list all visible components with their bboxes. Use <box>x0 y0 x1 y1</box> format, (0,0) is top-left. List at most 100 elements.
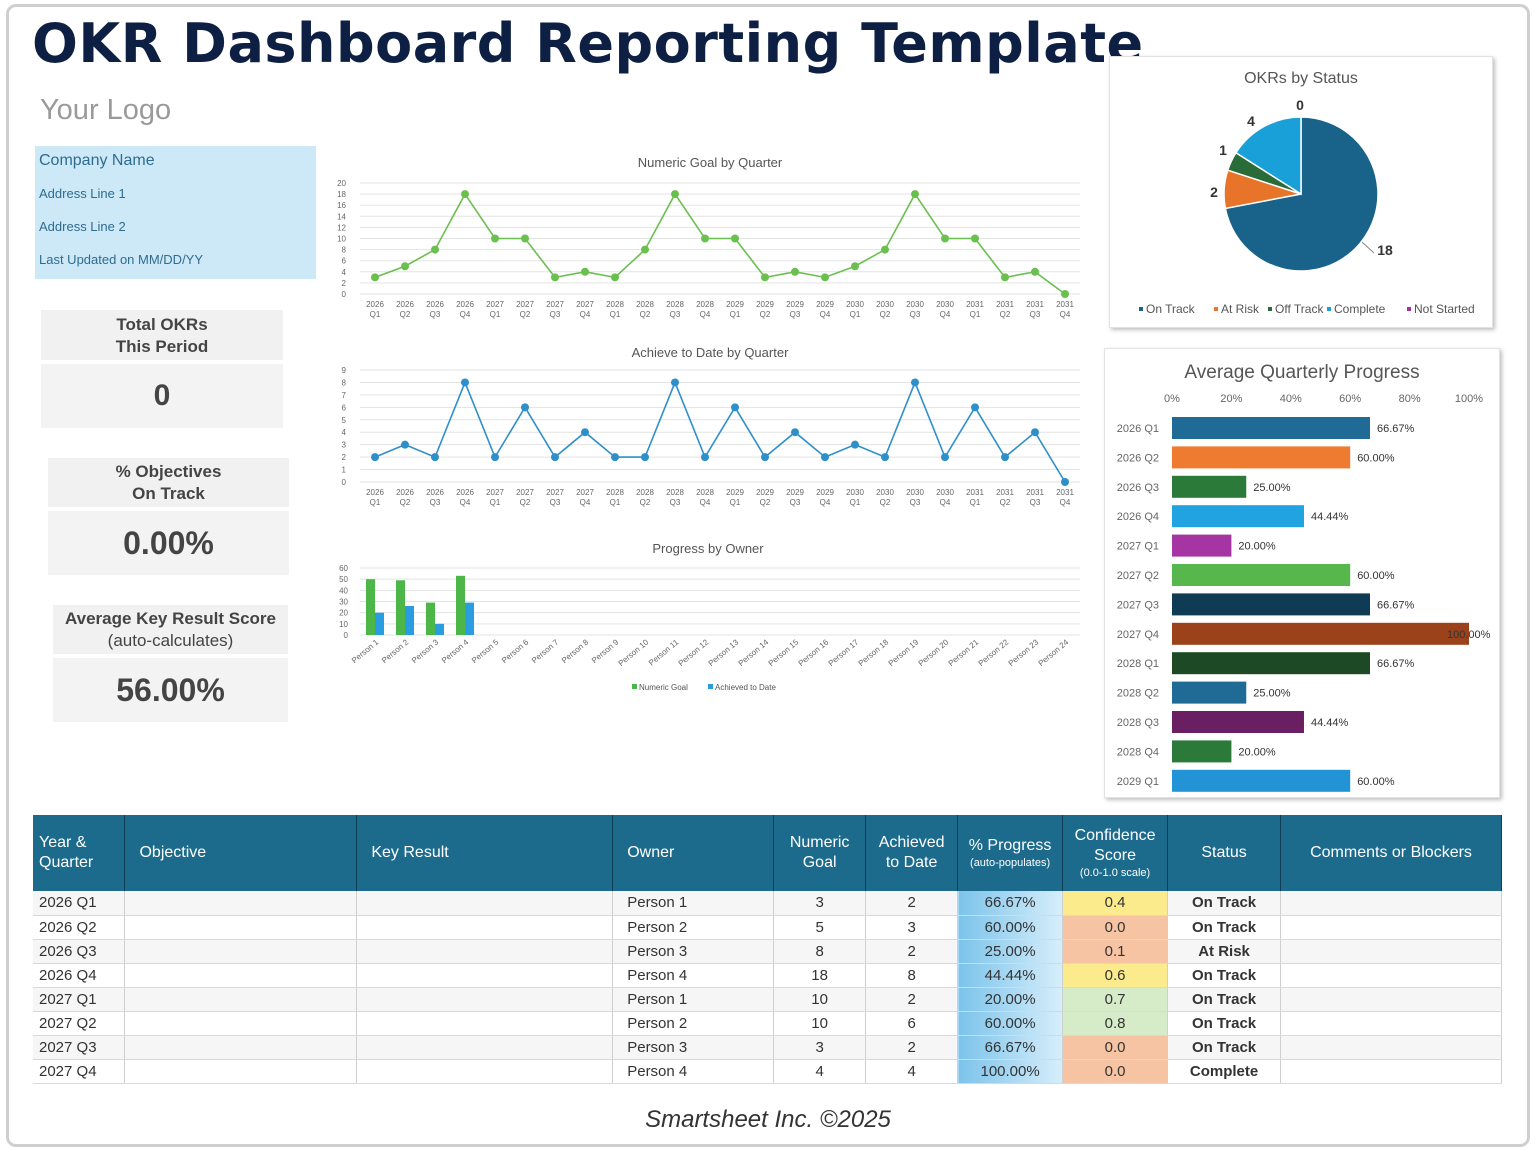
legend-swatch <box>632 684 637 689</box>
cell-progress[interactable]: 20.00% <box>957 987 1064 1012</box>
cell-progress[interactable]: 44.44% <box>957 963 1064 988</box>
data-point <box>911 378 919 387</box>
cell-confidence[interactable]: 0.0 <box>1062 1035 1169 1060</box>
cell-progress[interactable]: 66.67% <box>957 1035 1064 1060</box>
cell-confidence[interactable]: 0.0 <box>1062 1059 1169 1084</box>
cell-objective[interactable] <box>124 987 358 1012</box>
cell-status[interactable]: Complete <box>1167 1059 1282 1084</box>
cell-achieved[interactable]: 6 <box>865 1011 959 1036</box>
cell-progress[interactable]: 25.00% <box>957 939 1064 964</box>
company-name[interactable]: Company Name <box>39 152 155 169</box>
x-tick-quarter: Q4 <box>820 498 831 507</box>
cell-numeric-goal[interactable]: 4 <box>773 1059 867 1084</box>
cell-progress[interactable]: 100.00% <box>957 1059 1064 1084</box>
cell-confidence[interactable]: 0.1 <box>1062 939 1169 964</box>
cell-status[interactable]: At Risk <box>1167 939 1282 964</box>
cell-objective[interactable] <box>124 915 358 940</box>
cell-confidence[interactable]: 0.0 <box>1062 915 1169 940</box>
cell-status[interactable]: On Track <box>1167 915 1282 940</box>
cell-status[interactable]: On Track <box>1167 987 1282 1012</box>
cell-achieved[interactable]: 3 <box>865 915 959 940</box>
cell-objective[interactable] <box>124 1035 358 1060</box>
cell-owner[interactable]: Person 1 <box>612 891 775 916</box>
cell-owner[interactable]: Person 4 <box>612 1059 775 1084</box>
x-tick-year: 2030 <box>936 300 954 309</box>
cell-key-result[interactable] <box>356 1059 614 1084</box>
cell-comments[interactable] <box>1280 963 1502 988</box>
cell-numeric-goal[interactable]: 10 <box>773 1011 867 1036</box>
cell-achieved[interactable]: 8 <box>865 963 959 988</box>
x-tick-year: 2030 <box>876 300 894 309</box>
cell-progress[interactable]: 60.00% <box>957 1011 1064 1036</box>
cell-progress[interactable]: 60.00% <box>957 915 1064 940</box>
cell-achieved[interactable]: 2 <box>865 891 959 916</box>
cell-status[interactable]: On Track <box>1167 891 1282 916</box>
cell-owner[interactable]: Person 4 <box>612 963 775 988</box>
cell-owner[interactable]: Person 2 <box>612 915 775 940</box>
cell-objective[interactable] <box>124 1011 358 1036</box>
address-line-1[interactable]: Address Line 1 <box>39 186 126 201</box>
address-line-2[interactable]: Address Line 2 <box>39 219 126 234</box>
cell-key-result[interactable] <box>356 963 614 988</box>
cell-confidence[interactable]: 0.7 <box>1062 987 1169 1012</box>
x-tick-quarter: Q3 <box>1030 498 1041 507</box>
cell-status[interactable]: On Track <box>1167 1035 1282 1060</box>
cell-numeric-goal[interactable]: 5 <box>773 915 867 940</box>
cell-comments[interactable] <box>1280 987 1502 1012</box>
cell-year-quarter[interactable]: 2027 Q3 <box>33 1035 126 1060</box>
th-progress-sub: (auto-populates) <box>970 857 1051 869</box>
cell-year-quarter[interactable]: 2026 Q4 <box>33 963 126 988</box>
x-tick-quarter: Q2 <box>880 310 891 319</box>
x-tick-year: 2026 <box>396 300 414 309</box>
cell-owner[interactable]: Person 3 <box>612 1035 775 1060</box>
cell-owner[interactable]: Person 1 <box>612 987 775 1012</box>
cell-year-quarter[interactable]: 2027 Q4 <box>33 1059 126 1084</box>
cell-confidence[interactable]: 0.4 <box>1062 891 1169 916</box>
cell-year-quarter[interactable]: 2027 Q2 <box>33 1011 126 1036</box>
cell-comments[interactable] <box>1280 1011 1502 1036</box>
cell-comments[interactable] <box>1280 1059 1502 1084</box>
cell-year-quarter[interactable]: 2026 Q3 <box>33 939 126 964</box>
cell-comments[interactable] <box>1280 915 1502 940</box>
cell-numeric-goal[interactable]: 18 <box>773 963 867 988</box>
x-tick-quarter: Q4 <box>1060 498 1071 507</box>
cell-objective[interactable] <box>124 963 358 988</box>
cell-achieved[interactable]: 2 <box>865 1035 959 1060</box>
data-point <box>731 234 739 243</box>
cell-key-result[interactable] <box>356 1035 614 1060</box>
cell-owner[interactable]: Person 2 <box>612 1011 775 1036</box>
cell-key-result[interactable] <box>356 891 614 916</box>
x-tick-year: 2027 <box>486 488 504 497</box>
cell-confidence[interactable]: 0.6 <box>1062 963 1169 988</box>
cell-numeric-goal[interactable]: 8 <box>773 939 867 964</box>
cell-owner[interactable]: Person 3 <box>612 939 775 964</box>
cell-comments[interactable] <box>1280 891 1502 916</box>
cell-key-result[interactable] <box>356 1011 614 1036</box>
cell-achieved[interactable]: 2 <box>865 939 959 964</box>
cell-status[interactable]: On Track <box>1167 963 1282 988</box>
x-tick-label: Person 3 <box>410 637 441 665</box>
cell-numeric-goal[interactable]: 3 <box>773 891 867 916</box>
footer-copyright: Smartsheet Inc. ©2025 <box>645 1106 891 1133</box>
cell-comments[interactable] <box>1280 939 1502 964</box>
cell-confidence[interactable]: 0.8 <box>1062 1011 1169 1036</box>
cell-comments[interactable] <box>1280 1035 1502 1060</box>
cell-key-result[interactable] <box>356 939 614 964</box>
cell-achieved[interactable]: 4 <box>865 1059 959 1084</box>
bar <box>1172 475 1247 498</box>
cell-key-result[interactable] <box>356 915 614 940</box>
cell-objective[interactable] <box>124 1059 358 1084</box>
last-updated[interactable]: Last Updated on MM/DD/YY <box>39 252 204 267</box>
cell-achieved[interactable]: 2 <box>865 987 959 1012</box>
cell-year-quarter[interactable]: 2027 Q1 <box>33 987 126 1012</box>
cell-key-result[interactable] <box>356 987 614 1012</box>
cell-year-quarter[interactable]: 2026 Q2 <box>33 915 126 940</box>
cell-objective[interactable] <box>124 939 358 964</box>
cell-numeric-goal[interactable]: 10 <box>773 987 867 1012</box>
cell-numeric-goal[interactable]: 3 <box>773 1035 867 1060</box>
cell-progress[interactable]: 66.67% <box>957 891 1064 916</box>
cell-objective[interactable] <box>124 891 358 916</box>
cell-year-quarter[interactable]: 2026 Q1 <box>33 891 126 916</box>
cell-status[interactable]: On Track <box>1167 1011 1282 1036</box>
x-tick-year: 2030 <box>906 488 924 497</box>
